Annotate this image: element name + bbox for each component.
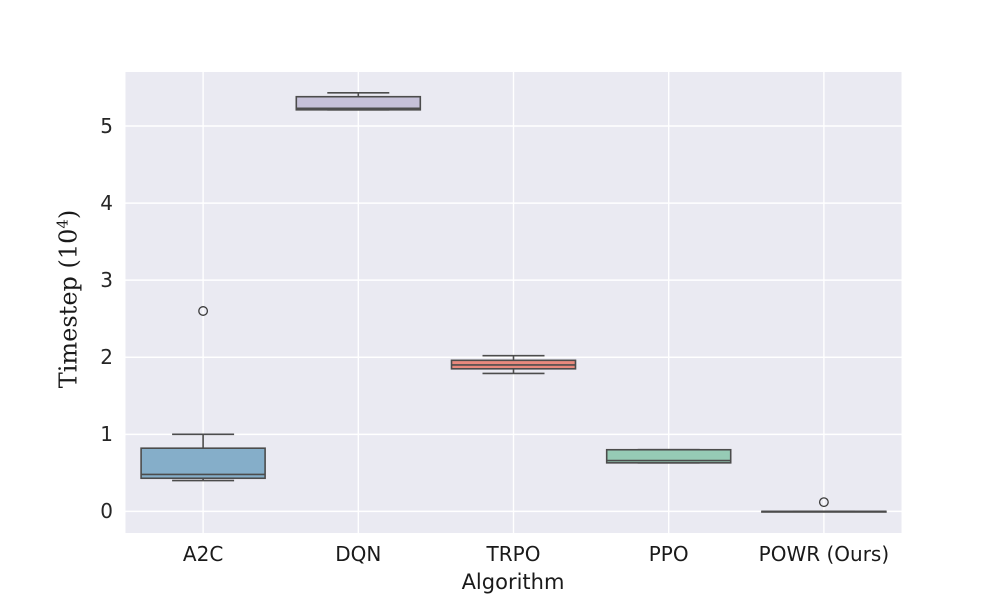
y-tick-label-4: 4 [100,191,113,216]
x-axis-label: Algorithm [461,570,565,594]
outlier-a2c-0 [198,306,209,316]
box-ppo [605,448,732,464]
y-tick-label-3: 3 [100,268,113,293]
box-dqn [295,95,422,111]
box-a2c [140,447,266,480]
x-tick-label-dqn: DQN [335,542,382,566]
y-axis-label-exponent: 4 [53,219,72,229]
y-tick-label-5: 5 [100,114,113,138]
y-tick-label-1: 1 [100,422,113,447]
x-tick-label-ppo: PPO [648,542,689,566]
x-tick-label-powr-ours: POWR (Ours) [758,542,890,566]
outlier-powr-ours-0 [818,497,829,508]
x-tick-label-trpo: TRPO [486,542,541,566]
y-tick-label-0: 0 [100,499,113,524]
y-tick-label-2: 2 [100,345,113,370]
x-tick-label-a2c: A2C [182,542,224,566]
